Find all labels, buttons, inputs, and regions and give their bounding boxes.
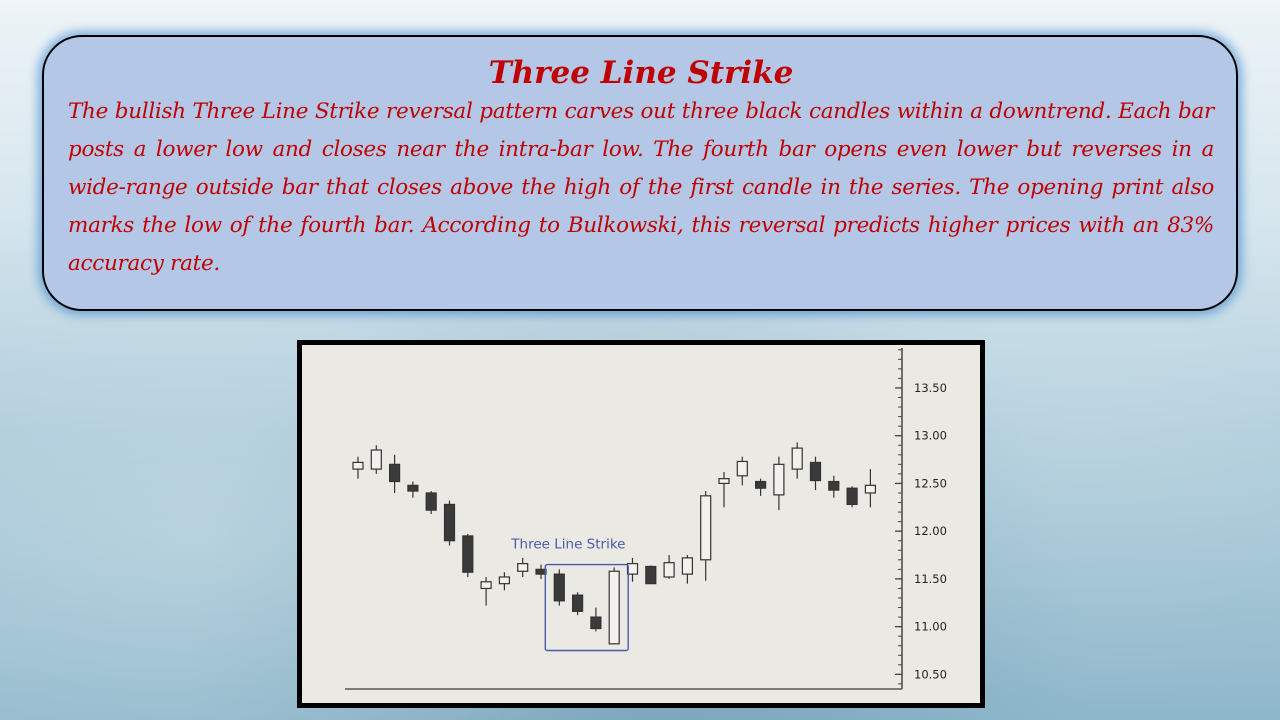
candle-body <box>425 492 437 511</box>
pattern-highlight-box <box>544 563 629 652</box>
candle-body <box>388 463 401 483</box>
description-box: Three Line Strike The bullish Three Line… <box>42 35 1238 311</box>
y-tick-label: 13.00 <box>914 429 947 443</box>
y-tick-label: 12.50 <box>914 476 947 490</box>
slide-title: Three Line Strike <box>488 55 794 91</box>
y-tick-label: 13.50 <box>914 381 947 395</box>
candle-body <box>736 460 748 477</box>
candle-body <box>352 461 364 470</box>
candle-body <box>663 562 675 578</box>
candle-body <box>846 487 858 506</box>
candle-body <box>480 581 492 590</box>
candle-body <box>718 478 730 485</box>
candle-body <box>553 573 565 602</box>
candle-body <box>773 463 785 496</box>
candle-body <box>626 563 639 575</box>
candlestick-chart: 13.50 13.00 12.50 12.00 11.50 11.00 10.50 Three… <box>297 340 985 708</box>
candle-body <box>681 557 693 575</box>
candle-body <box>608 570 620 645</box>
candle-body <box>809 461 822 482</box>
candle-body <box>517 563 529 572</box>
chart-svg: 13.50 13.00 12.50 12.00 11.50 11.00 10.50 Three… <box>345 347 947 690</box>
candle-body <box>443 503 456 542</box>
candle-body <box>590 616 602 630</box>
candle-body <box>370 449 382 470</box>
candle-body <box>498 576 510 585</box>
y-tick-label: 12.00 <box>914 524 947 538</box>
y-tick-label: 10.50 <box>914 667 947 681</box>
slide-body-text: The bullish Three Line Strike reversal p… <box>68 99 1214 276</box>
candle-body <box>462 535 474 573</box>
candle-body <box>645 565 657 585</box>
candle-body <box>791 447 803 470</box>
candle-body <box>755 480 767 489</box>
candle-body <box>535 568 547 575</box>
candle-body <box>700 495 712 561</box>
candle-body <box>407 484 419 492</box>
y-tick-label: 11.00 <box>914 620 947 634</box>
candle-body <box>864 484 877 494</box>
candle-body <box>828 480 840 491</box>
candle-body <box>572 594 584 612</box>
y-tick-label: 11.50 <box>914 572 947 586</box>
pattern-annotation-label: Three Line Strike <box>510 537 625 553</box>
